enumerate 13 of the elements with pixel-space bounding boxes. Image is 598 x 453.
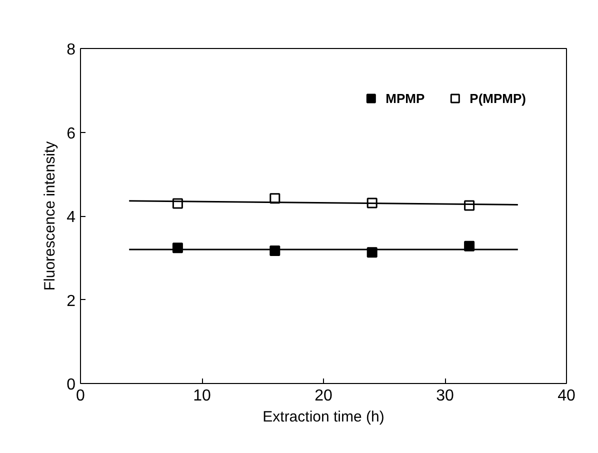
y-tick-label: 8 — [66, 42, 76, 58]
x-tick-label: 30 — [436, 388, 454, 404]
y-tick-label: 4 — [66, 209, 76, 226]
x-tick-label: 40 — [558, 388, 576, 404]
x-tick-label: 20 — [314, 388, 332, 404]
x-tick-label: 10 — [193, 388, 211, 404]
y-tick-label: 2 — [66, 292, 76, 310]
legend-label: P(MPMP) — [470, 90, 526, 106]
y-tick-label: 0 — [66, 376, 76, 394]
y-axis-title: Fluorescence intensity — [42, 140, 59, 291]
y-tick-label: 6 — [66, 125, 76, 142]
x-axis-title: Extraction time (h) — [262, 408, 384, 426]
legend-label: MPMP — [386, 90, 425, 106]
